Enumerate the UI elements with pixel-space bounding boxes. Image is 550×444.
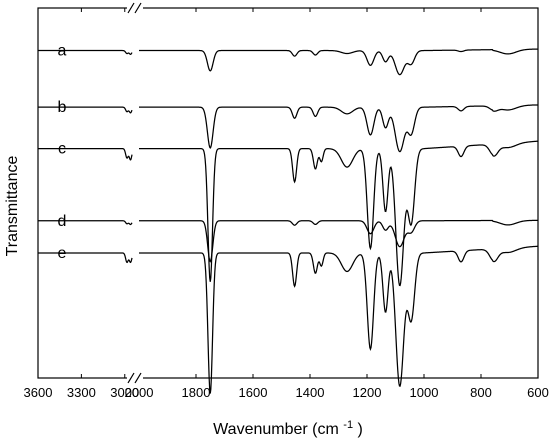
y-axis-title: Transmittance <box>4 156 21 257</box>
x-axis-ticks <box>37 8 539 378</box>
series-line-b-left <box>38 106 133 114</box>
series-line-d-left <box>38 220 133 226</box>
x-tick-label-left-3600: 3600 <box>24 385 53 400</box>
axis-break-top <box>127 2 143 14</box>
x-axis-title-unit-sup: -1 <box>343 419 353 431</box>
x-tick-label-right-600: 600 <box>527 385 549 400</box>
series-label-b: b <box>58 99 67 116</box>
plot-frame <box>37 7 539 379</box>
series-line-d-right <box>139 219 538 263</box>
series-line-b-right <box>139 104 539 153</box>
axis-break-slash-bottom-1 <box>127 372 135 384</box>
x-axis-title: Wavenumber (cm -1 ) <box>213 415 363 438</box>
x-tick-label-right-1800: 1800 <box>182 385 211 400</box>
series-line-a-right <box>139 48 539 76</box>
series-line-a-left <box>38 49 133 55</box>
axis-break-slash-top-2 <box>134 2 142 14</box>
series-label-c: c <box>58 141 66 158</box>
x-tick-label-left-3000: 3000 <box>110 385 139 400</box>
series-label-e: e <box>58 245 67 262</box>
series-line-c-left <box>38 147 133 161</box>
x-tick-label-right-2000: 2000 <box>125 385 154 400</box>
x-tick-label-right-1600: 1600 <box>239 385 268 400</box>
x-tick-label-right-1200: 1200 <box>353 385 382 400</box>
x-tick-label-right-1400: 1400 <box>296 385 325 400</box>
x-tick-label-right-1000: 1000 <box>410 385 439 400</box>
spectra-series <box>38 48 539 394</box>
series-label-a: a <box>58 43 67 60</box>
x-axis-title-unit-suffix: ) <box>358 421 363 438</box>
series-label-d: d <box>58 213 67 230</box>
x-tick-label-right-800: 800 <box>470 385 492 400</box>
series-line-e-left <box>38 252 133 264</box>
x-axis-title-unit-prefix: (cm <box>312 421 339 438</box>
series-line-c-right <box>139 140 539 287</box>
axis-break-slash-top-1 <box>127 2 135 14</box>
x-axis-title-main: Wavenumber <box>213 421 308 438</box>
axis-break-bottom <box>127 372 143 384</box>
series-labels: a b c de <box>58 43 67 262</box>
axis-break-gap-bottom <box>127 374 143 382</box>
series-line-e-right <box>139 245 539 394</box>
axis-break-gap-top <box>127 4 143 12</box>
axis-break-slash-bottom-2 <box>134 372 142 384</box>
x-tick-label-left-3300: 3300 <box>67 385 96 400</box>
